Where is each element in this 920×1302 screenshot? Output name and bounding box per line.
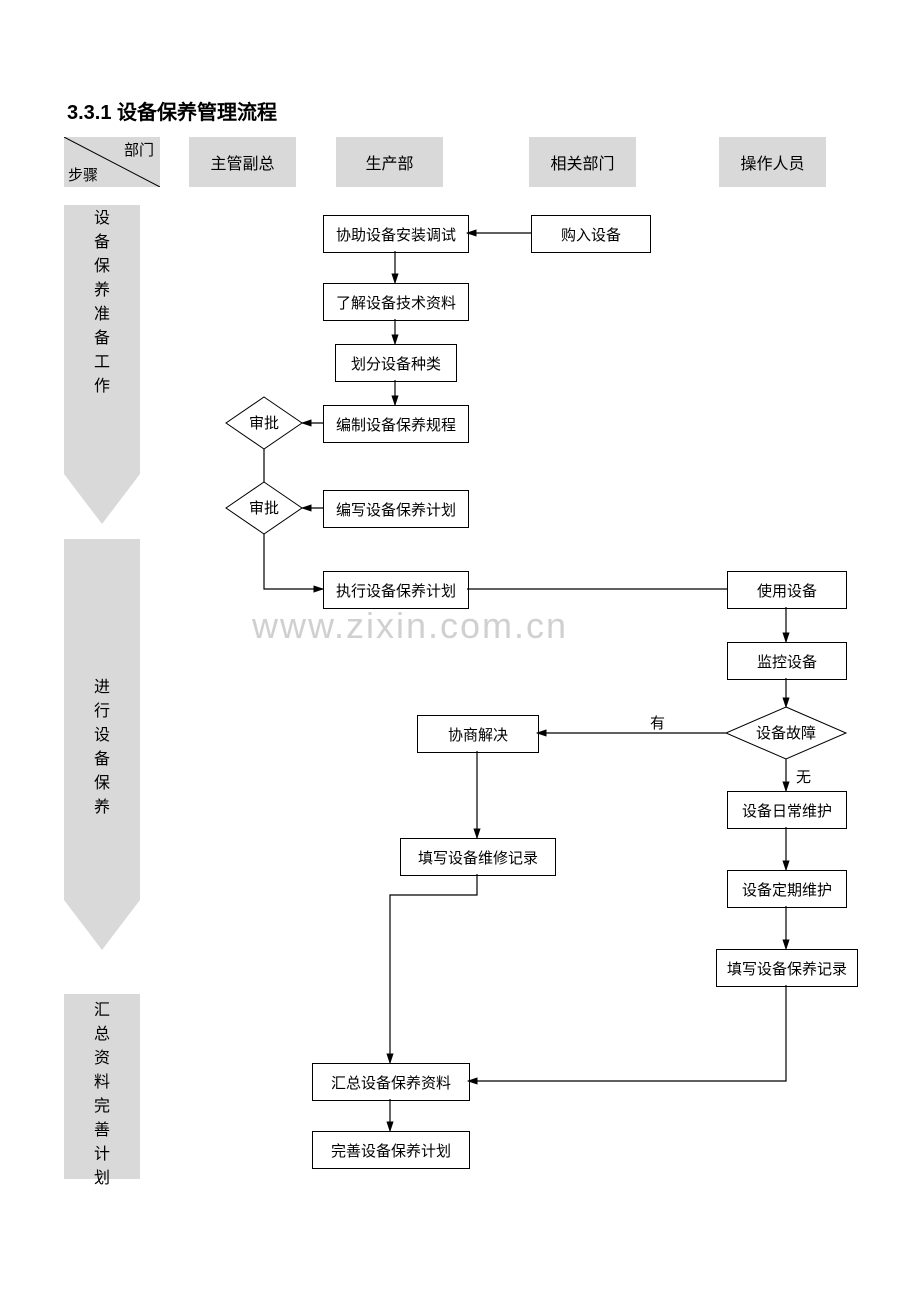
edge-label: 有 bbox=[650, 712, 665, 733]
process-box: 协商解决 bbox=[417, 715, 539, 753]
flow-edge bbox=[264, 534, 323, 589]
process-box: 编制设备保养规程 bbox=[323, 405, 469, 443]
decision-diamond bbox=[226, 397, 302, 449]
decision-label: 设备故障 bbox=[756, 724, 816, 742]
flow-edge bbox=[468, 985, 786, 1081]
decision-label: 审批 bbox=[249, 500, 279, 517]
process-box: 监控设备 bbox=[727, 642, 847, 680]
corner-cell: 部门步骤 bbox=[64, 137, 160, 187]
phase-label: 设备保养准备工作 bbox=[64, 238, 140, 368]
corner-top-label: 部门 bbox=[124, 139, 154, 160]
process-box: 汇总设备保养资料 bbox=[312, 1063, 470, 1101]
phase-label: 汇总资料完善计划 bbox=[64, 1030, 140, 1160]
corner-bottom-label: 步骤 bbox=[68, 164, 98, 185]
process-box: 填写设备维修记录 bbox=[400, 838, 556, 876]
column-header: 生产部 bbox=[336, 137, 443, 187]
phase-label: 进行设备保养 bbox=[64, 698, 140, 798]
watermark: www.zixin.com.cn bbox=[252, 605, 568, 647]
flowchart-canvas: 3.3.1 设备保养管理流程www.zixin.com.cn部门步骤主管副总生产… bbox=[0, 0, 920, 1302]
column-header: 主管副总 bbox=[189, 137, 296, 187]
decision-label: 审批 bbox=[249, 415, 279, 432]
process-box: 完善设备保养计划 bbox=[312, 1131, 470, 1169]
decision-diamond bbox=[226, 482, 302, 534]
flow-edge bbox=[390, 874, 477, 1063]
decision-diamond bbox=[726, 707, 846, 759]
process-box: 购入设备 bbox=[531, 215, 651, 253]
process-box: 编写设备保养计划 bbox=[323, 490, 469, 528]
edge-label: 无 bbox=[796, 766, 811, 787]
process-box: 使用设备 bbox=[727, 571, 847, 609]
process-box: 协助设备安装调试 bbox=[323, 215, 469, 253]
column-header: 相关部门 bbox=[529, 137, 636, 187]
column-header: 操作人员 bbox=[719, 137, 826, 187]
process-box: 设备定期维护 bbox=[727, 870, 847, 908]
process-box: 划分设备种类 bbox=[335, 344, 457, 382]
process-box: 了解设备技术资料 bbox=[323, 283, 469, 321]
section-title: 3.3.1 设备保养管理流程 bbox=[67, 96, 277, 125]
process-box: 填写设备保养记录 bbox=[716, 949, 858, 987]
process-box: 设备日常维护 bbox=[727, 791, 847, 829]
process-box: 执行设备保养计划 bbox=[323, 571, 469, 609]
